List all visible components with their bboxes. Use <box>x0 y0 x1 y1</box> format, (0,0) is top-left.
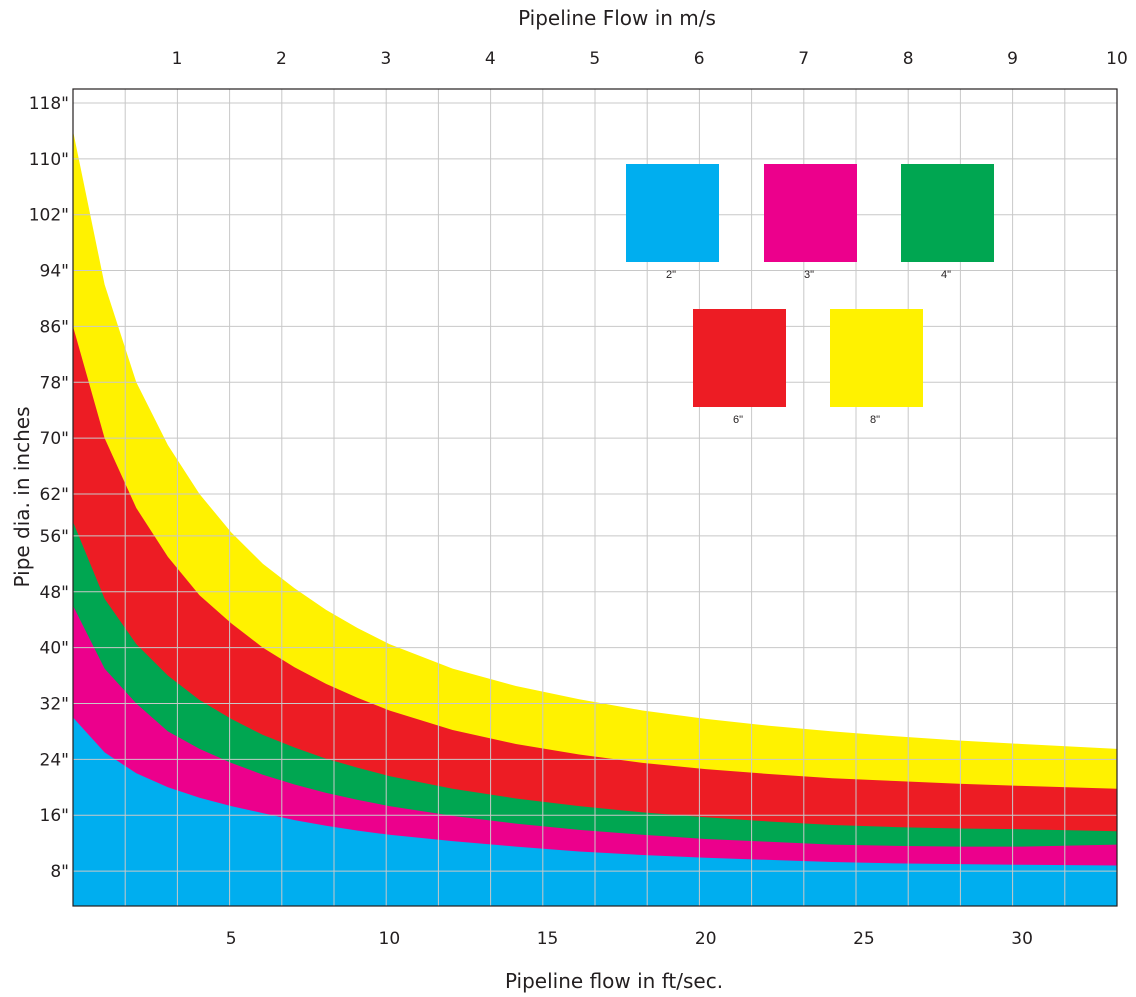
y-tick-label: 16" <box>40 806 69 826</box>
legend-item: 6" <box>693 309 786 426</box>
x-axis-title: Pipeline flow in ft/sec. <box>505 969 723 993</box>
y-tick-label: 48" <box>40 583 69 603</box>
legend-label: 2" <box>666 269 676 281</box>
y-tick-label: 78" <box>40 373 69 393</box>
x-tick-label-top: 4 <box>485 49 496 69</box>
legend-swatch <box>830 309 923 407</box>
y-tick-label: 40" <box>40 639 69 659</box>
legend-item: 3" <box>764 164 857 281</box>
legend-label: 3" <box>804 269 814 281</box>
legend-swatch <box>626 164 719 262</box>
y-tick-label: 8" <box>50 862 69 882</box>
x-tick-label-top: 3 <box>380 49 391 69</box>
x-tick-label-top: 7 <box>798 49 809 69</box>
x-tick-label-bottom: 20 <box>695 929 717 949</box>
y-tick-label: 110" <box>29 150 69 170</box>
axis-ticks: 8"16"24"32"40"48"56"62"70"78"86"94"102"1… <box>29 49 1128 949</box>
y-tick-label: 86" <box>40 317 69 337</box>
y-tick-label: 32" <box>40 694 69 714</box>
legend-swatch <box>764 164 857 262</box>
legend-label: 4" <box>941 269 951 281</box>
x-tick-label-bottom: 25 <box>853 929 875 949</box>
x-tick-label-bottom: 5 <box>226 929 237 949</box>
legend-swatch <box>693 309 786 407</box>
grid-lines <box>73 89 1117 906</box>
legend-item: 2" <box>626 164 719 281</box>
x-tick-label-bottom: 30 <box>1011 929 1033 949</box>
x-tick-label-top: 9 <box>1007 49 1018 69</box>
top-axis-title: Pipeline Flow in m/s <box>518 6 716 30</box>
x-tick-label-bottom: 10 <box>379 929 401 949</box>
x-tick-label-bottom: 15 <box>537 929 559 949</box>
plot-frame <box>72 88 1118 907</box>
x-tick-label-top: 2 <box>276 49 287 69</box>
x-tick-label-top: 6 <box>694 49 705 69</box>
y-tick-label: 62" <box>40 485 69 505</box>
legend-item: 8" <box>830 309 923 426</box>
legend: 2" 3" 4" 6" 8" <box>626 164 994 426</box>
legend-label: 8" <box>870 414 880 426</box>
legend-label: 6" <box>733 414 743 426</box>
x-tick-label-top: 8 <box>903 49 914 69</box>
y-tick-label: 102" <box>29 206 69 226</box>
x-tick-label-top: 1 <box>172 49 183 69</box>
y-tick-label: 70" <box>40 429 69 449</box>
y-tick-label: 94" <box>40 262 69 282</box>
x-tick-label-top: 10 <box>1106 49 1128 69</box>
y-tick-label: 118" <box>29 94 69 114</box>
x-tick-label-top: 5 <box>589 49 600 69</box>
legend-item: 4" <box>901 164 994 281</box>
y-tick-label: 56" <box>40 527 69 547</box>
legend-swatch <box>901 164 994 262</box>
y-axis-title: Pipe dia. in inches <box>10 407 34 588</box>
y-tick-label: 24" <box>40 750 69 770</box>
